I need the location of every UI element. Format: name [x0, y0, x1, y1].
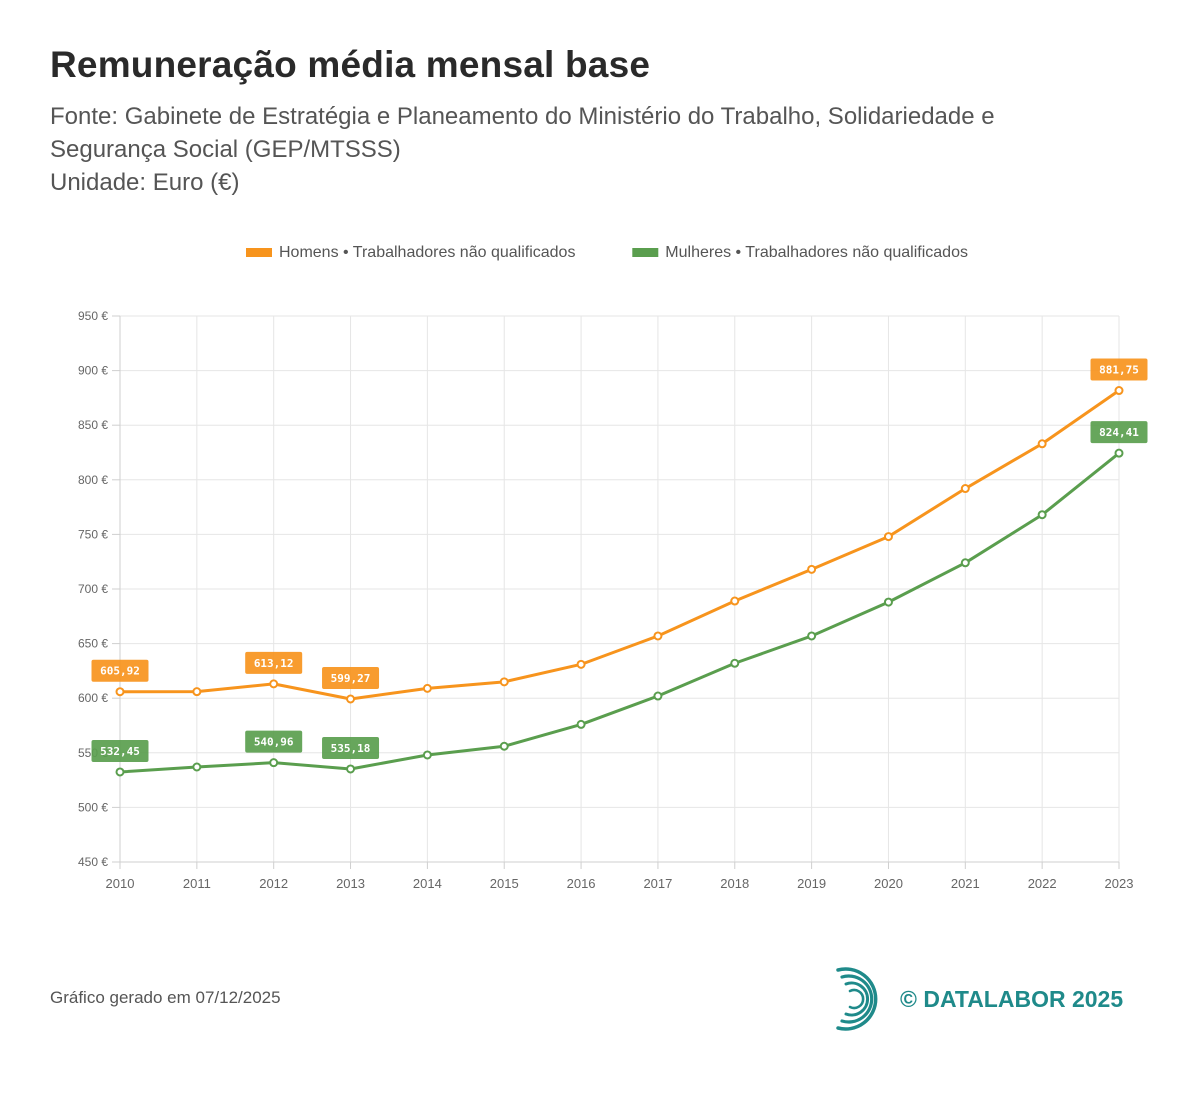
x-tick-label: 2021 — [951, 876, 980, 891]
chart-subtitle: Fonte: Gabinete de Estratégia e Planeame… — [50, 100, 1130, 199]
y-tick-label: 450 € — [78, 855, 108, 869]
data-label-box — [91, 659, 149, 682]
x-tick-label: 2019 — [797, 876, 826, 891]
data-point — [1114, 448, 1124, 458]
legend-swatch — [246, 248, 272, 257]
unit-line: Unidade: Euro (€) — [50, 169, 240, 196]
data-point — [883, 532, 893, 542]
legend-label: Mulheres • Trabalhadores não qualificado… — [665, 244, 968, 261]
data-label-box — [322, 736, 380, 759]
brand-text: © DATALABOR 2025 — [900, 986, 1124, 1012]
x-tick-label: 2015 — [490, 876, 519, 891]
x-tick-label: 2016 — [567, 876, 596, 891]
data-label: 605,92 — [100, 665, 140, 678]
y-tick-label: 700 € — [78, 582, 108, 596]
x-tick-label: 2012 — [259, 876, 288, 891]
data-point — [576, 659, 586, 669]
data-point — [653, 691, 663, 701]
data-point — [346, 764, 356, 774]
data-point — [653, 631, 663, 641]
x-tick-label: 2018 — [720, 876, 749, 891]
data-point — [192, 687, 202, 697]
data-label: 613,12 — [254, 657, 294, 670]
data-label-box — [1090, 421, 1148, 444]
x-tick-label: 2011 — [183, 876, 211, 891]
legend-label: Homens • Trabalhadores não qualificados — [279, 244, 575, 261]
data-point — [346, 694, 356, 704]
x-tick-label: 2013 — [336, 876, 365, 891]
y-tick-label: 500 € — [78, 800, 108, 814]
data-point — [422, 683, 432, 693]
data-point — [422, 750, 432, 760]
y-tick-label: 900 € — [78, 364, 108, 378]
data-point — [1037, 439, 1047, 449]
x-tick-label: 2020 — [874, 876, 903, 891]
data-label-box — [322, 666, 380, 689]
data-point — [115, 687, 125, 697]
data-point — [192, 762, 202, 772]
data-label-box — [245, 651, 303, 674]
line-chart: 450 €500 €550 €600 €650 €700 €750 €800 €… — [78, 244, 1148, 891]
data-point — [499, 677, 509, 687]
data-point — [1037, 510, 1047, 520]
y-tick-label: 800 € — [78, 473, 108, 487]
datalabor-logo-icon — [836, 967, 878, 1031]
y-tick-label: 850 € — [78, 418, 108, 432]
y-tick-label: 750 € — [78, 527, 108, 541]
legend-swatch — [632, 248, 659, 257]
x-tick-label: 2014 — [413, 876, 442, 891]
data-point — [576, 719, 586, 729]
source-line-2: Segurança Social (GEP/MTSSS) — [50, 136, 401, 163]
x-tick-label: 2010 — [106, 876, 135, 891]
data-label: 540,96 — [254, 736, 294, 749]
chart-title: Remuneração média mensal base — [50, 44, 651, 85]
data-point — [960, 484, 970, 494]
series-line — [119, 451, 1120, 774]
x-tick-label: 2023 — [1105, 876, 1134, 891]
data-label: 599,27 — [331, 672, 371, 685]
y-tick-label: 600 € — [78, 691, 108, 705]
data-label: 535,18 — [331, 742, 371, 755]
data-label-box — [91, 739, 149, 762]
data-point — [807, 631, 817, 641]
data-label: 881,75 — [1099, 364, 1139, 377]
data-point — [499, 741, 509, 751]
x-tick-label: 2017 — [643, 876, 672, 891]
brand: © DATALABOR 2025 — [830, 962, 1130, 1036]
series-line — [119, 389, 1120, 701]
data-label: 824,41 — [1099, 426, 1139, 439]
data-point — [730, 596, 740, 606]
y-tick-label: 950 € — [78, 309, 108, 323]
data-point — [883, 597, 893, 607]
data-point — [1114, 386, 1124, 396]
data-point — [730, 658, 740, 668]
data-point — [115, 767, 125, 777]
data-label-box — [1090, 358, 1148, 381]
data-point — [960, 558, 970, 568]
data-point — [807, 564, 817, 574]
data-label: 532,45 — [100, 745, 140, 758]
y-tick-label: 650 € — [78, 637, 108, 651]
data-point — [269, 758, 279, 768]
data-point — [269, 679, 279, 689]
x-tick-label: 2022 — [1028, 876, 1057, 891]
data-label-box — [245, 730, 303, 753]
source-line-1: Fonte: Gabinete de Estratégia e Planeame… — [50, 103, 995, 130]
generated-date: Gráfico gerado em 07/12/2025 — [50, 988, 281, 1007]
